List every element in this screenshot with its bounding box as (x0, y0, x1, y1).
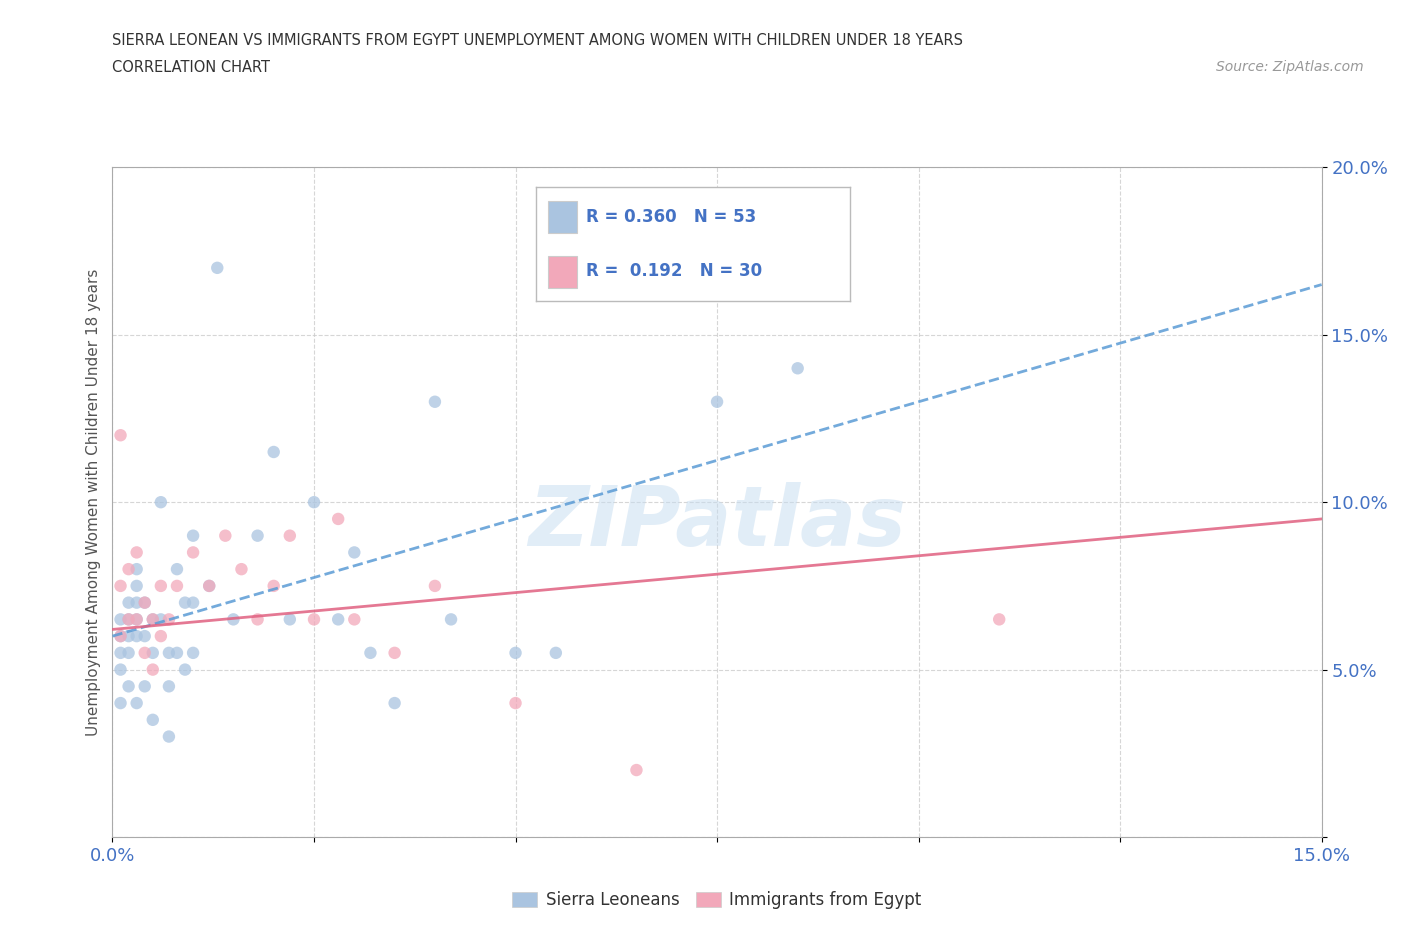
Point (117, 679, 139, 694)
Point (110, 629, 132, 644)
Point (125, 545, 148, 560)
Point (174, 595, 197, 610)
Point (181, 645, 204, 660)
Point (166, 578, 188, 593)
Point (117, 612, 139, 627)
Point (117, 629, 139, 644)
Point (142, 645, 165, 660)
Point (110, 612, 132, 627)
Point (149, 578, 172, 593)
Point (142, 662, 165, 677)
Point (134, 629, 156, 644)
Point (786, 361, 808, 376)
Point (157, 729, 180, 744)
Point (544, 645, 567, 660)
Point (110, 645, 132, 660)
Text: ZIPatlas: ZIPatlas (529, 482, 905, 563)
Point (343, 545, 366, 560)
Point (706, 394, 728, 409)
Point (110, 578, 132, 593)
Y-axis label: Unemployment Among Women with Children Under 18 years: Unemployment Among Women with Children U… (86, 269, 101, 736)
Point (302, 495, 325, 510)
Point (231, 562, 253, 577)
Point (278, 612, 301, 627)
Point (626, 763, 648, 777)
Point (110, 428, 132, 443)
Point (278, 528, 301, 543)
Point (134, 679, 156, 694)
Point (149, 495, 172, 510)
Point (423, 578, 446, 593)
Point (110, 696, 132, 711)
Point (157, 612, 180, 627)
Point (142, 712, 165, 727)
Point (181, 528, 204, 543)
Point (134, 645, 156, 660)
Point (125, 612, 148, 627)
Point (198, 578, 221, 593)
Point (343, 612, 366, 627)
Point (157, 679, 180, 694)
Point (222, 612, 245, 627)
Point (134, 595, 156, 610)
Point (359, 645, 381, 660)
Text: SIERRA LEONEAN VS IMMIGRANTS FROM EGYPT UNEMPLOYMENT AMONG WOMEN WITH CHILDREN U: SIERRA LEONEAN VS IMMIGRANTS FROM EGYPT … (112, 33, 963, 47)
Point (149, 629, 172, 644)
Point (246, 612, 269, 627)
Point (166, 645, 188, 660)
Point (125, 578, 148, 593)
Legend: Sierra Leoneans, Immigrants from Egypt: Sierra Leoneans, Immigrants from Egypt (506, 884, 928, 916)
Point (246, 528, 269, 543)
Text: CORRELATION CHART: CORRELATION CHART (112, 60, 270, 75)
Point (263, 445, 285, 459)
Point (440, 612, 463, 627)
Point (166, 562, 188, 577)
Point (110, 662, 132, 677)
Point (125, 696, 148, 711)
Point (384, 696, 406, 711)
Point (626, 193, 648, 208)
Point (505, 696, 527, 711)
Point (110, 629, 132, 644)
Point (328, 612, 350, 627)
Point (117, 612, 139, 627)
Point (117, 562, 139, 577)
Point (328, 512, 350, 526)
Point (117, 645, 139, 660)
Point (181, 595, 204, 610)
Point (125, 562, 148, 577)
Point (505, 645, 527, 660)
Point (214, 528, 236, 543)
Point (423, 394, 446, 409)
Point (988, 612, 1011, 627)
Point (125, 595, 148, 610)
Point (125, 612, 148, 627)
Point (263, 578, 285, 593)
Point (207, 260, 229, 275)
Text: Source: ZipAtlas.com: Source: ZipAtlas.com (1216, 60, 1364, 74)
Point (181, 545, 204, 560)
Point (157, 645, 180, 660)
Point (149, 612, 172, 627)
Point (134, 595, 156, 610)
Point (142, 612, 165, 627)
Point (174, 662, 197, 677)
Point (142, 612, 165, 627)
Point (198, 578, 221, 593)
Point (302, 612, 325, 627)
Point (117, 595, 139, 610)
Point (125, 629, 148, 644)
Point (384, 645, 406, 660)
